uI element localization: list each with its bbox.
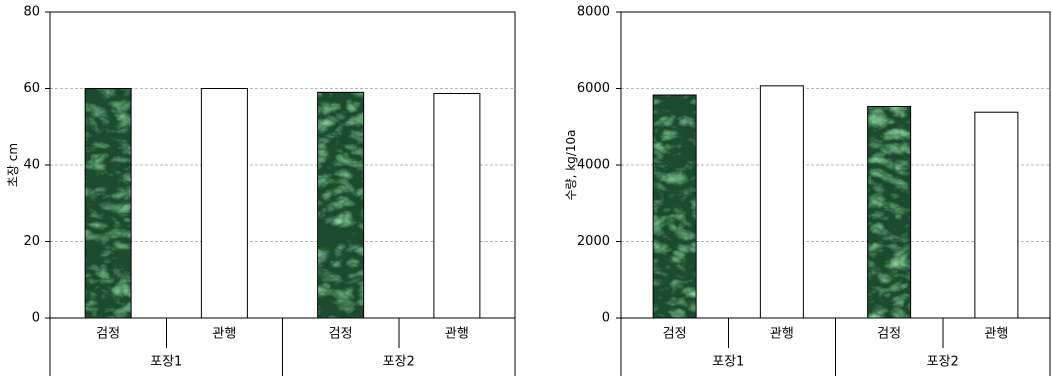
- bar: [867, 105, 912, 319]
- category-label: 관행: [770, 326, 794, 342]
- y-tick-label: 80: [23, 5, 40, 20]
- category-label: 관행: [212, 326, 236, 342]
- group-label: 포장2: [927, 355, 959, 370]
- y-tick-label: 60: [23, 81, 40, 96]
- y-tick-label: 6000: [577, 81, 610, 96]
- bar: [200, 88, 248, 319]
- bar-fill: [760, 85, 804, 318]
- y-axis-label: 초장 cm: [6, 143, 20, 187]
- y-tick-label: 20: [23, 234, 40, 249]
- y-tick-label: 4000: [577, 158, 610, 173]
- y-tick-label: 2000: [577, 234, 610, 249]
- bar: [84, 88, 132, 319]
- group-label: 포장1: [712, 355, 744, 370]
- bar: [317, 91, 365, 319]
- category-label: 관행: [984, 326, 1008, 342]
- bar-fill: [433, 93, 480, 318]
- y-axis-label: 수량, kg/10a: [564, 130, 578, 201]
- category-label: 관행: [445, 326, 469, 342]
- group-label: 포장1: [150, 355, 182, 370]
- bar-fill: [974, 112, 1018, 318]
- category-label: 검정: [96, 327, 120, 342]
- category-label: 검정: [663, 327, 687, 342]
- bar-texture: [85, 88, 132, 318]
- bar: [759, 85, 804, 319]
- category-label: 검정: [329, 327, 353, 342]
- category-label: 검정: [877, 327, 901, 342]
- y-tick-label: 0: [32, 311, 40, 326]
- bar-texture: [653, 95, 697, 318]
- group-label: 포장2: [383, 355, 415, 370]
- y-tick-label: 8000: [577, 5, 610, 20]
- bar-texture: [317, 92, 364, 318]
- y-tick-label: 0: [602, 311, 610, 326]
- bar-texture: [867, 106, 911, 318]
- y-tick-label: 40: [23, 158, 40, 173]
- bar: [433, 92, 481, 319]
- bar: [652, 94, 697, 319]
- bar-fill: [201, 88, 248, 318]
- bar: [974, 111, 1019, 319]
